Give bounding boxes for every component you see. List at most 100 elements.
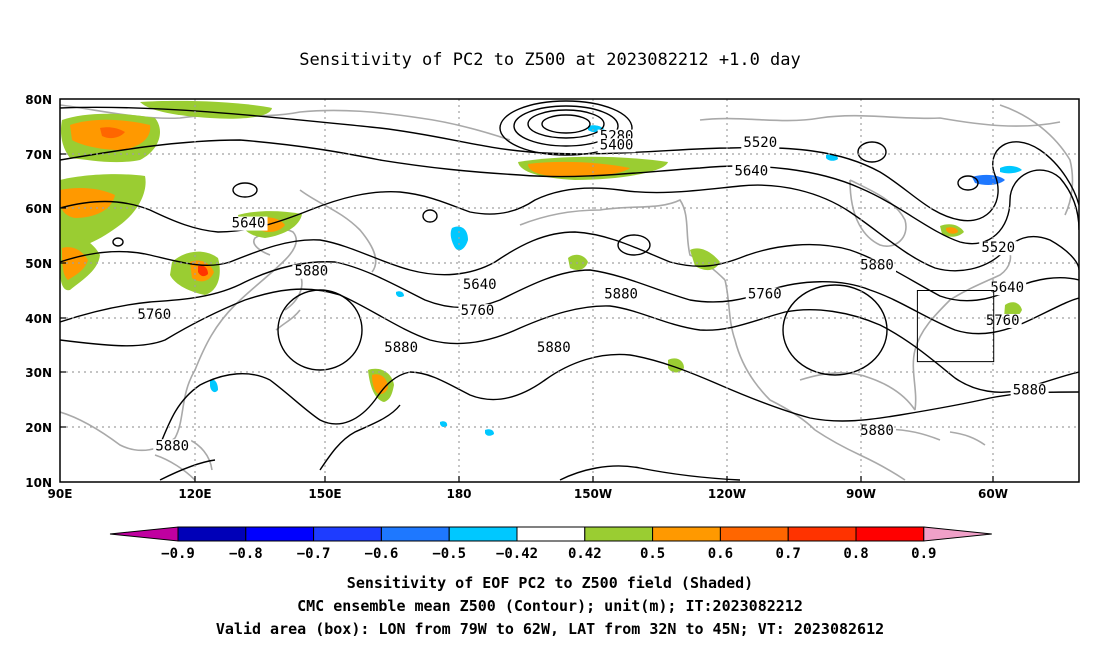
contour-small-low-6 <box>112 237 124 247</box>
contour-label: 5400 <box>600 137 634 153</box>
contour-label-bg <box>732 164 771 179</box>
contour-label-bg <box>292 264 331 279</box>
contour-low-arctic-5460 <box>499 100 633 156</box>
shade-negative-tropical-2 <box>440 421 448 428</box>
lat-label-80n: 80N <box>25 93 52 107</box>
contour-label-bg <box>745 287 784 302</box>
contour-label: 5640 <box>463 277 497 293</box>
contour-5880-subtropic <box>319 404 401 471</box>
colorbar-tick-label: 0.42 <box>568 546 602 562</box>
contour-label-bg <box>857 258 896 273</box>
contour-5640-west <box>60 184 1079 272</box>
contour-small-low-2 <box>422 209 438 223</box>
shade-positive-central-pacific <box>568 254 588 270</box>
contour-label: 5760 <box>137 307 171 323</box>
shade-positive-mongolia-max <box>198 265 208 277</box>
shade-positive-bering-core <box>528 161 630 177</box>
contour-label: 5760 <box>986 313 1020 329</box>
colorbar-segment <box>855 526 925 542</box>
colorbar-tick-label: 0.6 <box>708 546 733 562</box>
contour-label: 5880 <box>384 340 418 356</box>
coastline-greenland <box>999 104 1074 216</box>
contour-label-bg <box>602 287 641 302</box>
coastline-north-america-east <box>912 244 1012 411</box>
contour-label-bg <box>857 423 896 438</box>
contour-label: 5880 <box>295 264 329 280</box>
contour-label: 5880 <box>537 340 571 356</box>
contour-5580 <box>60 139 1079 245</box>
contour-label: 5640 <box>990 280 1024 296</box>
coastline-canada-arctic <box>699 114 1061 127</box>
contour-5520 <box>60 106 1079 222</box>
contour-label: 5880 <box>1013 382 1047 398</box>
contour-label-bg <box>458 304 497 319</box>
z500-contours <box>60 100 1079 481</box>
lat-label-70n: 70N <box>25 148 52 162</box>
colorbar-segment <box>652 526 721 542</box>
caption-line-3: Valid area (box): LON from 79W to 62W, L… <box>215 620 885 638</box>
contour-5760 <box>60 261 1079 335</box>
longitude-labels: 90E 120E 150E 180 150W 120W 90W 60W <box>48 487 1008 501</box>
lon-label-150w: 150W <box>574 487 612 501</box>
shade-negative-tropical <box>485 429 494 436</box>
colorbar-segment <box>787 526 857 542</box>
lat-label-20n: 20N <box>25 421 52 435</box>
colorbar-tick-label: −0.9 <box>161 546 195 562</box>
coastline-borneo <box>154 439 213 481</box>
contour-label-bg <box>534 340 573 355</box>
lon-label-150e: 150E <box>308 487 341 501</box>
lat-label-30n: 30N <box>25 366 52 380</box>
contour-5880-tropics <box>159 459 741 481</box>
contour-label-bg <box>1010 383 1049 398</box>
lat-label-50n: 50N <box>25 257 52 271</box>
lon-label-120e: 120E <box>178 487 211 501</box>
tick-marks <box>60 153 994 482</box>
colorbar-high-triangle <box>923 526 992 542</box>
colorbar-tick-label: −0.6 <box>365 546 399 562</box>
coastline-gulf-mexico <box>799 372 916 411</box>
shade-positive-west-siberia-max <box>100 127 125 139</box>
contour-low-arctic-5340 <box>527 109 605 139</box>
contour-label-bg <box>382 340 421 355</box>
lon-label-90e: 90E <box>48 487 73 501</box>
colorbar-segment <box>313 526 382 542</box>
lat-label-10n: 10N <box>25 476 52 490</box>
contour-label-bg <box>983 313 1022 328</box>
contour-5880-south <box>159 353 1079 446</box>
colorbar-tick-label: −0.42 <box>496 546 538 562</box>
shade-negative-east-asia <box>210 379 218 393</box>
colorbar-segment <box>719 526 789 542</box>
coastline-alaska <box>519 198 726 281</box>
coastline-hudson-bay <box>849 179 907 247</box>
colorbar-low-triangle <box>109 526 179 542</box>
colorbar-tick-label: 0.9 <box>911 546 936 562</box>
contour-small-low-1 <box>232 182 258 198</box>
caption-line-2: CMC ensemble mean Z500 (Contour); unit(m… <box>297 597 803 615</box>
shade-positive-hudson-core <box>946 227 958 234</box>
contour-label: 5520 <box>743 135 777 151</box>
contour-label: 5760 <box>461 303 495 319</box>
contour-label-bg <box>741 136 780 151</box>
colorbar-segment <box>448 526 518 542</box>
contour-label: 5640 <box>232 216 266 232</box>
coastline-central-america <box>814 429 906 481</box>
lat-label-60n: 60N <box>25 202 52 216</box>
colorbar-tick-label: 0.7 <box>776 546 801 562</box>
contour-5820 <box>60 288 1079 393</box>
lat-label-40n: 40N <box>25 312 52 326</box>
graticule <box>60 99 1079 482</box>
colorbar-segment <box>177 526 247 542</box>
shade-positive-gulf-alaska <box>690 248 720 271</box>
contour-label: 5880 <box>604 287 638 303</box>
contour-high-pacific-west <box>277 289 363 371</box>
colorbar-tick-label: −0.8 <box>229 546 263 562</box>
lon-label-90w: 90W <box>846 487 876 501</box>
contour-label: 5880 <box>860 258 894 274</box>
coastline-kamchatka <box>299 189 377 273</box>
contour-label-bg <box>597 138 636 153</box>
contour-label: 5640 <box>734 164 768 180</box>
lon-label-120w: 120W <box>708 487 746 501</box>
contour-label-bg <box>229 216 268 231</box>
